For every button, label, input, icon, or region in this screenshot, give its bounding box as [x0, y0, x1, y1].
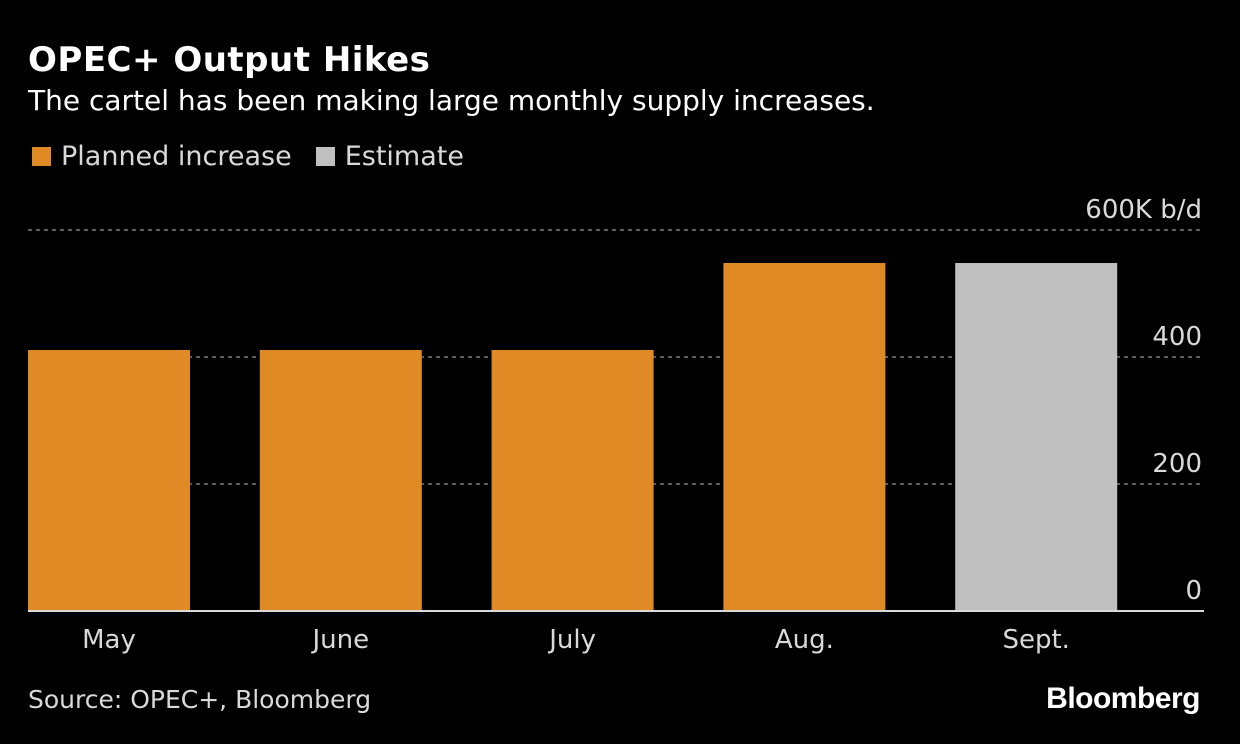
source-note: Source: OPEC+, Bloomberg [28, 685, 372, 714]
bar-june [259, 350, 422, 611]
legend-label-planned: Planned increase [61, 141, 292, 172]
chart-title: OPEC+ Output Hikes [28, 40, 431, 80]
bar-aug [723, 263, 886, 611]
legend-swatch-planned [32, 147, 51, 166]
y-tick-label: 200 [1152, 449, 1202, 479]
legend-swatch-estimate [315, 147, 335, 166]
bar-sept [955, 263, 1118, 611]
x-tick-label: Sept. [1002, 625, 1069, 655]
chart-subtitle: The cartel has been making large monthly… [28, 84, 875, 117]
legend-item-planned: Planned increase [32, 141, 292, 172]
legend-label-estimate: Estimate [344, 141, 464, 172]
bars [28, 263, 1118, 611]
bar-july [491, 350, 654, 611]
x-tick-label: July [547, 625, 596, 655]
x-tick-label: June [310, 625, 369, 655]
bar-may [28, 350, 190, 611]
y-tick-label: 600K b/d [1085, 195, 1202, 225]
y-tick-label: 0 [1185, 576, 1202, 606]
axes: 0 200 400 600K b/d May June July Aug. Sept. [28, 195, 1204, 655]
y-tick-label: 400 [1152, 322, 1202, 352]
legend: Planned increase Estimate [32, 141, 488, 172]
bloomberg-logo: Bloomberg [1046, 682, 1200, 715]
x-tick-label: Aug. [775, 625, 834, 655]
legend-item-estimate: Estimate [315, 141, 464, 172]
x-tick-label: May [82, 625, 136, 655]
